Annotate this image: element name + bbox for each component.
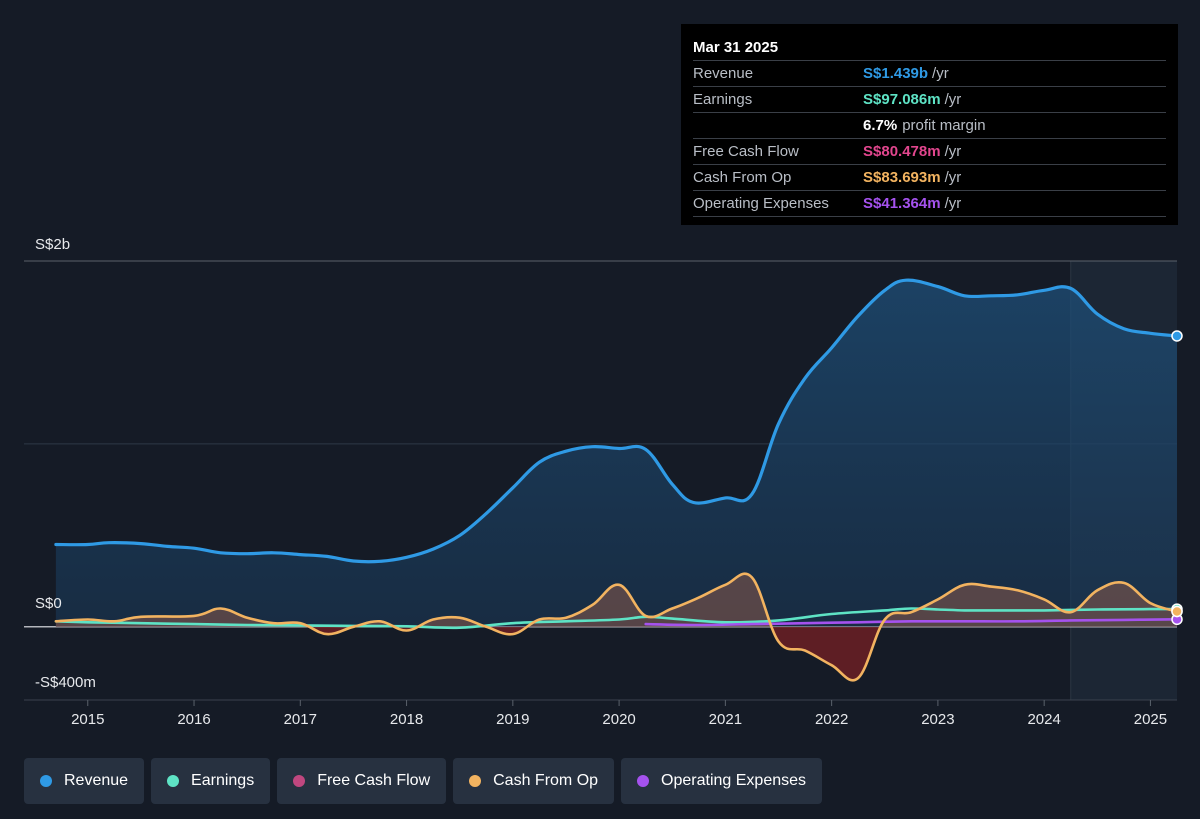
tooltip-row-label: Cash From Op [693,169,792,186]
x-tick-label: 2018 [390,711,423,728]
line-layer [54,278,1183,682]
tooltip-row-unit: /yr [932,65,949,82]
x-tick-label: 2020 [602,711,635,728]
y-axis-bottom-label: -S$400m [35,674,96,691]
y-axis-zero-label: S$0 [35,595,62,612]
legend-label: Operating Expenses [661,772,807,789]
tooltip-row: Cash From Op S$83.693m/yr [693,164,1166,190]
tooltip-row-label: Revenue [693,65,754,82]
operating-expenses-line [644,618,1179,627]
legend-item[interactable]: Free Cash Flow [277,758,447,804]
x-tick-label: 2023 [921,711,954,728]
tooltip-row: Revenue S$1.439b/yr [693,60,1166,86]
tooltip-row-label: Free Cash Flow [693,143,799,160]
x-tick-layer: 2015 2016 2017 2018 2019 2020 2021 2022 2023 2024… [71,700,1167,728]
tooltip-row: Operating Expenses S$41.364m/yr [693,190,1166,217]
revenue-end-point [1171,330,1183,342]
legend-label: Free Cash Flow [317,772,431,789]
tooltip-row-label: Earnings [693,91,753,108]
x-tick-label: 2025 [1134,711,1167,728]
legend-label: Earnings [191,772,255,789]
legend-item[interactable]: Earnings [151,758,271,804]
legend-label: Revenue [64,772,129,789]
tooltip-row-value: S$83.693m [863,169,941,186]
data-tooltip: Mar 31 2025 Revenue S$1.439b/yr Earnings S$… [681,24,1178,225]
legend-dot-icon [167,775,180,787]
x-tick-label: 2022 [815,711,848,728]
earnings-line [54,607,1179,630]
tooltip-row-unit: /yr [944,91,962,108]
cash-from-op-area-negative [309,626,881,681]
legend-dot-icon [637,775,650,787]
legend-item[interactable]: Cash From Op [453,758,615,804]
revenue-line [54,278,1179,564]
revenue-area [55,280,1178,627]
legend-dot-icon [40,775,52,787]
x-tick-label: 2015 [71,711,104,728]
legend-item[interactable]: Revenue [24,758,145,804]
tooltip-date: Mar 31 2025 [693,39,779,56]
legend-dot-icon [293,775,306,787]
x-tick-label: 2019 [496,711,529,728]
tooltip-row-value: S$80.478m [863,143,941,160]
x-tick-label: 2017 [284,711,317,728]
legend-dot-icon [469,775,482,787]
tooltip-row-unit: /yr [944,169,962,186]
cash-from-op-end-point [1171,605,1183,618]
tooltip-row-value: S$97.086m [863,91,941,108]
tooltip-row: 6.7% profit margin [693,112,1166,138]
tooltip-row-unit: /yr [944,143,962,160]
x-tick-label: 2016 [177,711,210,728]
tooltip-row-value: S$41.364m [863,195,941,212]
tooltip-row: Free Cash Flow S$80.478m/yr [693,138,1166,164]
legend-item[interactable]: Operating Expenses [621,758,823,804]
tooltip-rows: Revenue S$1.439b/yr Earnings S$97.086m/yr 6.… [693,60,1166,217]
x-tick-label: 2021 [709,711,742,728]
tooltip-row-value: 6.7% [863,117,898,134]
chart-legend: Revenue Earnings Free Cash Flow Cash From O… [24,758,823,804]
x-tick-label: 2024 [1027,711,1060,728]
cash-from-op-line [54,572,1179,682]
tooltip-row-value: S$1.439b [863,65,929,82]
legend-label: Cash From Op [493,772,599,789]
tooltip-row-label: Operating Expenses [693,195,829,212]
tooltip-row: Earnings S$97.086m/yr [693,86,1166,112]
tooltip-row-unit: profit margin [902,117,986,134]
tooltip-row-label [693,113,863,138]
y-axis-top-label: S$2b [35,236,71,253]
tooltip-row-unit: /yr [944,195,962,212]
